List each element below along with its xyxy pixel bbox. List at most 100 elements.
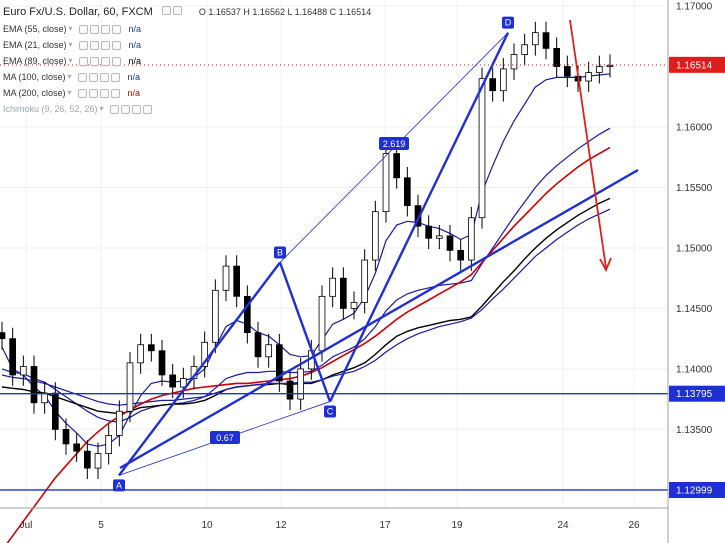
y-tick-label: 1.15000 [676, 243, 713, 254]
eye-icon[interactable] [109, 104, 119, 114]
fib-ratio-label: 0.67 [216, 433, 234, 443]
level-price-label: 1.13795 [676, 389, 713, 400]
candle-body [329, 277, 337, 297]
level-price-tag [669, 481, 725, 498]
x-tick-label: 5 [98, 520, 104, 531]
candle-body [435, 235, 443, 239]
last-price-label: 1.16514 [676, 60, 713, 71]
legend-title-row: Euro Fx/U.S. Dollar, 60, FXCM O 1.16537 … [3, 3, 371, 21]
pattern-point-marker [113, 479, 125, 492]
candle-body [233, 265, 241, 297]
more-icon[interactable] [111, 40, 121, 50]
ma-line [1, 208, 611, 406]
candle-body [137, 344, 145, 364]
candle-body [350, 301, 358, 309]
level-price-label: 1.12999 [676, 485, 713, 496]
candle-body [116, 410, 123, 436]
settings-icon[interactable] [172, 6, 182, 15]
indicator-value: n/a [128, 56, 142, 66]
delete-icon[interactable] [131, 104, 141, 114]
indicator-row[interactable]: Ichimoku (9, 26, 52, 26) ▾ [3, 101, 371, 117]
eye-icon[interactable] [78, 56, 88, 66]
indicator-label: EMA (55, close) [3, 24, 67, 34]
candle-body [521, 44, 529, 55]
candle-body [510, 54, 518, 70]
delete-icon[interactable] [99, 72, 109, 82]
candle-body [339, 277, 347, 309]
chevron-down-icon[interactable]: ▾ [99, 104, 104, 113]
indicator-row[interactable]: MA (100, close) ▾ n/a [3, 69, 371, 85]
candle-body [318, 295, 326, 352]
ma-line [1, 127, 611, 423]
pattern-point-label: B [277, 247, 283, 257]
candle-body [564, 66, 571, 77]
pattern-point-marker [324, 405, 336, 418]
eye-icon[interactable] [77, 72, 87, 82]
fib-ratio-label: 2.619 [383, 139, 406, 149]
chevron-down-icon[interactable]: ▾ [68, 40, 73, 49]
more-icon[interactable] [142, 104, 152, 114]
candle-body [169, 374, 177, 388]
delete-icon[interactable] [100, 56, 110, 66]
eye-icon[interactable] [78, 40, 88, 50]
indicator-row[interactable]: EMA (21, close) ▾ n/a [3, 37, 371, 53]
more-icon[interactable] [111, 24, 121, 34]
candle-body [286, 380, 294, 400]
indicator-buttons[interactable] [77, 88, 120, 98]
candle-body [478, 78, 486, 219]
indicator-buttons[interactable] [78, 24, 121, 34]
y-tick-label: 1.14000 [676, 364, 713, 375]
candle-body [84, 450, 91, 469]
indicator-label: MA (100, close) [3, 72, 66, 82]
plot-area [0, 0, 668, 508]
chart-legend: Euro Fx/U.S. Dollar, 60, FXCM O 1.16537 … [3, 3, 371, 117]
indicator-row[interactable]: MA (200, close) ▾ n/a [3, 85, 371, 101]
eye-icon[interactable] [77, 88, 87, 98]
chevron-down-icon[interactable]: ▾ [67, 72, 72, 81]
indicator-label: EMA (89, close) [3, 56, 67, 66]
indicator-buttons[interactable] [78, 56, 121, 66]
indicator-label: EMA (21, close) [3, 40, 67, 50]
settings-icon[interactable] [88, 72, 98, 82]
x-tick-label: 19 [451, 520, 463, 531]
delete-icon[interactable] [100, 40, 110, 50]
last-price-tag [669, 56, 725, 73]
settings-icon[interactable] [88, 88, 98, 98]
candle-body [414, 205, 422, 227]
more-icon[interactable] [110, 88, 120, 98]
settings-icon[interactable] [120, 104, 130, 114]
delete-icon[interactable] [100, 24, 110, 34]
level-price-tag [669, 385, 725, 402]
projection-arrow [569, 19, 607, 269]
candle-body [19, 366, 27, 376]
candle-body [222, 265, 230, 291]
settings-icon[interactable] [89, 40, 99, 50]
indicator-buttons[interactable] [109, 104, 152, 114]
drawing-tools[interactable]: A B C D 2.619 0.67 [0, 16, 668, 492]
pattern-leg [118, 261, 281, 477]
chevron-down-icon[interactable]: ▾ [67, 88, 72, 97]
more-icon[interactable] [110, 72, 120, 82]
more-icon[interactable] [111, 56, 121, 66]
candle-body [52, 392, 59, 430]
candle-body [62, 428, 70, 445]
indicator-row[interactable]: EMA (89, close) ▾ n/a [3, 53, 371, 69]
fib-ratio-tag [210, 431, 240, 444]
chevron-down-icon[interactable]: ▾ [68, 24, 73, 33]
eye-icon[interactable] [161, 6, 171, 15]
moving-average-lines [1, 73, 611, 543]
pattern-point-label: A [116, 480, 122, 490]
indicator-buttons[interactable] [77, 72, 120, 82]
eye-icon[interactable] [78, 24, 88, 34]
candle-body [596, 66, 603, 73]
candle-body [446, 235, 454, 251]
indicator-buttons[interactable] [78, 40, 121, 50]
settings-icon[interactable] [89, 24, 99, 34]
indicator-row[interactable]: EMA (55, close) ▾ n/a [3, 21, 371, 37]
delete-icon[interactable] [99, 88, 109, 98]
pattern-point-label: D [505, 18, 512, 28]
title-buttons[interactable] [161, 6, 182, 15]
chevron-down-icon[interactable]: ▾ [68, 56, 73, 65]
settings-icon[interactable] [89, 56, 99, 66]
